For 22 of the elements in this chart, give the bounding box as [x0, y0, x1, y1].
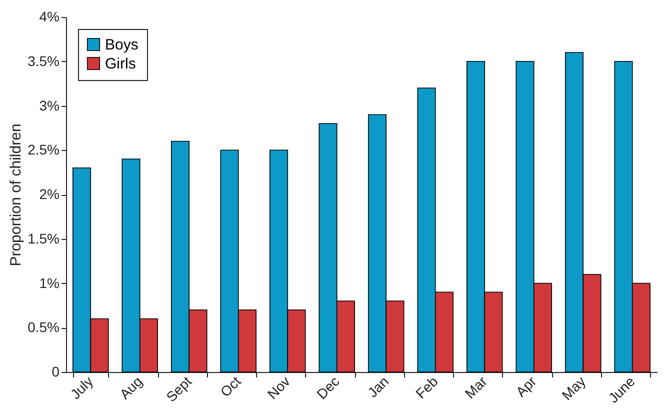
y-tick-label: 2% — [39, 186, 60, 202]
x-tick-label: May — [558, 373, 589, 404]
y-tick-label: 3.5% — [28, 52, 60, 69]
x-tick-label: Jan — [364, 373, 392, 400]
y-tick-label: 4% — [39, 8, 60, 24]
legend-label: Girls — [105, 56, 136, 72]
legend-label: Boys — [105, 36, 138, 54]
y-axis-title: Proportion of children — [8, 124, 25, 266]
x-tick-label: Feb — [412, 372, 441, 402]
y-tick-label: 3% — [39, 97, 60, 114]
y-tick-label: 2.5% — [28, 142, 60, 158]
x-tick-label: Apr — [512, 372, 540, 400]
x-tick-label: July — [67, 373, 96, 402]
y-tick-label: 1.5% — [28, 230, 60, 246]
y-tick-label: 0.5% — [28, 319, 60, 336]
y-tick-label: 1% — [39, 274, 60, 291]
x-tick-label: Nov — [264, 373, 294, 402]
y-tick-label: 0 — [52, 364, 60, 380]
x-tick-label: Aug — [116, 373, 146, 402]
x-tick-label: Oct — [217, 373, 244, 400]
x-tick-label: Dec — [313, 373, 342, 402]
x-tick-label: Mar — [462, 372, 490, 402]
